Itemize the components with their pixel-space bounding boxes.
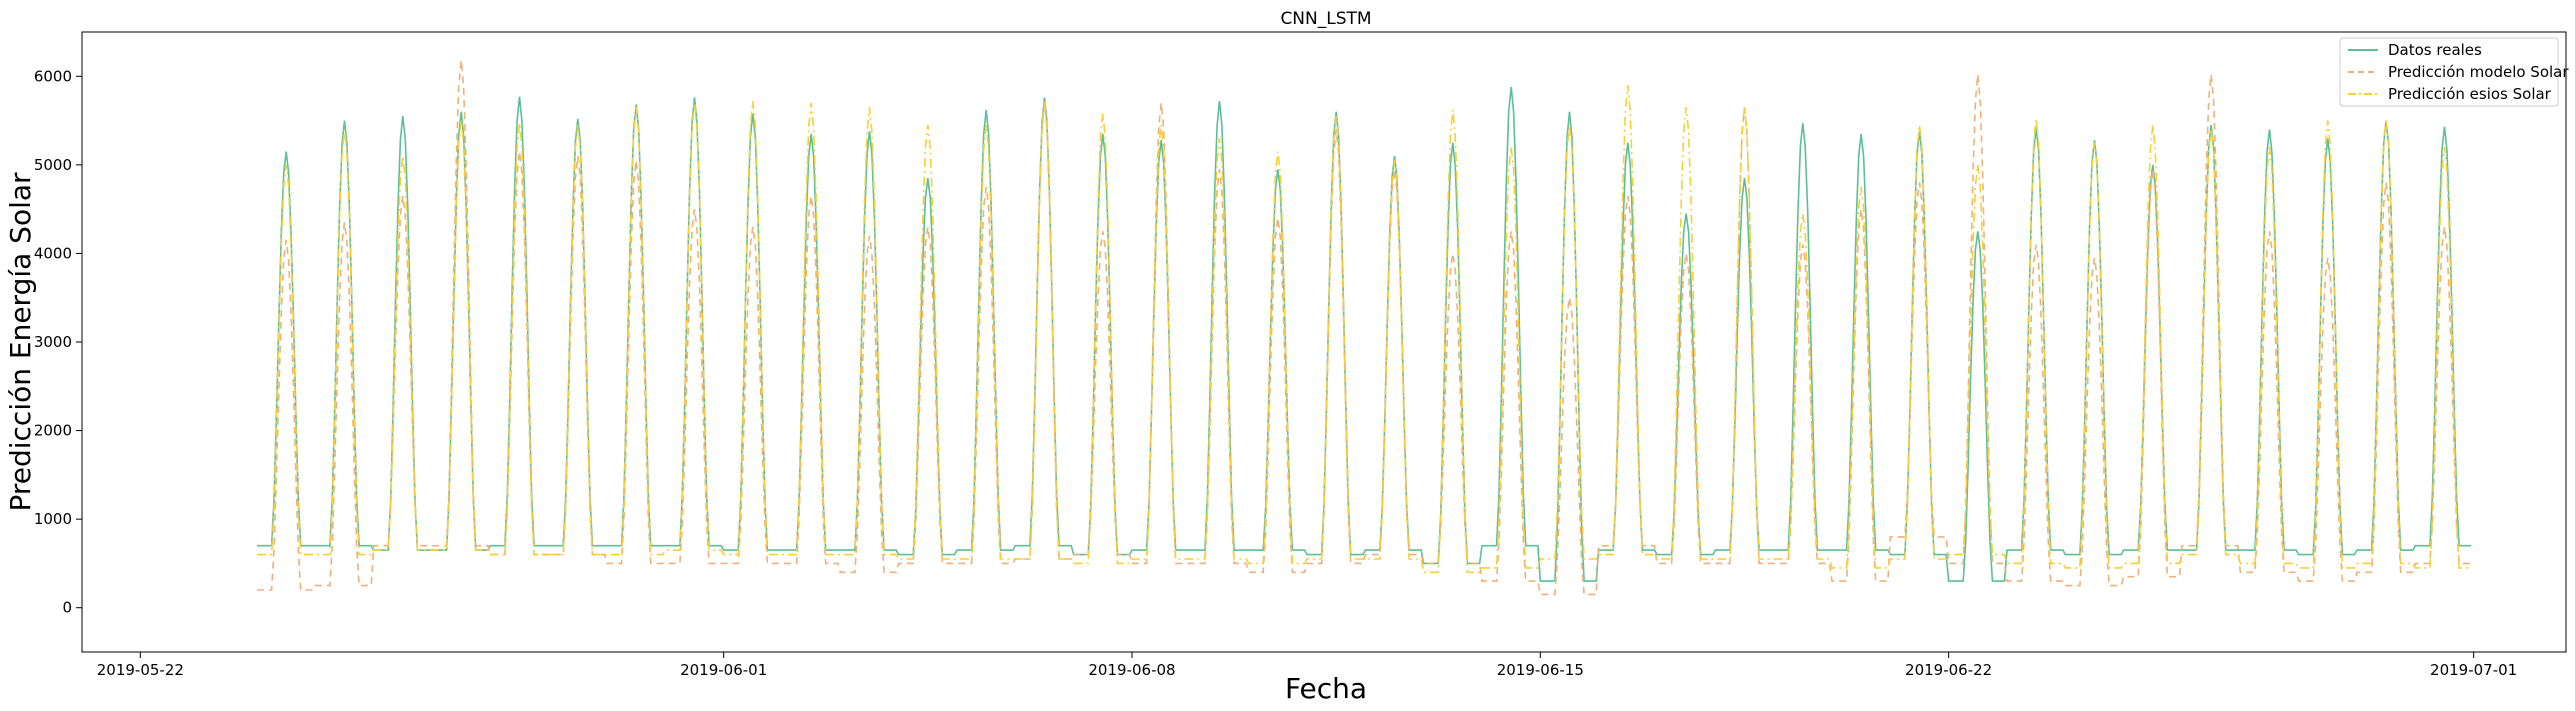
y-tick-label: 6000: [34, 67, 72, 85]
chart-title: CNN_LSTM: [1280, 9, 1371, 29]
x-tick-label: 2019-07-01: [2430, 661, 2517, 679]
y-tick-label: 3000: [34, 333, 72, 351]
x-axis: 2019-05-22 2019-06-01 2019-06-08 2019-06-15…: [97, 652, 2517, 679]
x-tick-label: 2019-06-22: [1905, 661, 1992, 679]
legend-label-datos-reales: Datos reales: [2388, 41, 2482, 59]
x-axis-label: Fecha: [1285, 672, 1367, 705]
y-tick-label: 2000: [34, 422, 72, 440]
legend-label-prediccion-esios: Predicción esios Solar: [2388, 85, 2552, 103]
x-tick-label: 2019-06-08: [1088, 661, 1175, 679]
y-tick-label: 4000: [34, 244, 72, 262]
y-tick-label: 5000: [34, 156, 72, 174]
series-line-2: [257, 85, 2472, 574]
x-tick-label: 2019-05-22: [97, 661, 184, 679]
y-tick-label: 1000: [34, 510, 72, 528]
x-tick-label: 2019-06-15: [1497, 661, 1584, 679]
legend-box: [2339, 37, 2559, 107]
y-axis-label: Predicción Energía Solar: [4, 172, 37, 512]
legend-label-prediccion-modelo: Predicción modelo Solar: [2388, 63, 2569, 81]
plot-area: [81, 31, 2567, 653]
legend: Datos reales Predicción modelo Solar Pre…: [2339, 37, 2569, 107]
series-layer: [257, 60, 2472, 596]
x-tick-label: 2019-06-01: [680, 661, 767, 679]
y-axis: 0 1000 2000 3000 4000 5000 6000: [34, 67, 82, 617]
y-tick-label: 0: [62, 599, 72, 617]
